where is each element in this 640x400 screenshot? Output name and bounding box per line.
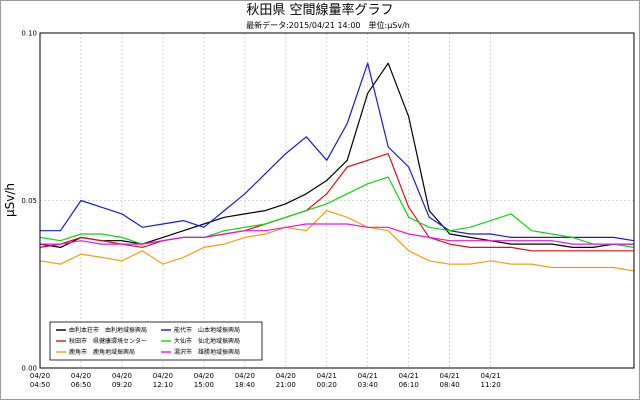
x-tick-time: 06:10	[399, 381, 419, 389]
x-tick-time: 00:20	[317, 381, 337, 389]
x-tick-date: 04/20	[153, 372, 173, 380]
y-tick-label: 0.05	[21, 197, 37, 205]
legend-label: 鹿角市 鹿角地域振興局	[69, 348, 135, 356]
x-tick-time: 12:10	[153, 381, 173, 389]
x-tick-date: 04/20	[276, 372, 296, 380]
x-tick-time: 11:20	[481, 381, 501, 389]
legend-label: 湯沢市 雄勝地域振興局	[174, 348, 240, 356]
x-tick-date: 04/21	[481, 372, 501, 380]
y-axis-label: μSv/h	[3, 183, 17, 217]
chart-subtitle: 最新データ:2015/04/21 14:00 単位:μSv/h	[246, 20, 410, 30]
x-tick-date: 04/20	[30, 372, 50, 380]
series-line	[39, 176, 635, 248]
x-tick-date: 04/21	[440, 372, 460, 380]
series-line	[40, 62, 635, 242]
x-tick-time: 21:00	[276, 381, 296, 389]
x-tick-date: 04/21	[358, 372, 378, 380]
series-lines	[39, 62, 635, 272]
x-tick-time: 08:40	[440, 381, 460, 389]
x-tick-time: 03:40	[358, 381, 378, 389]
y-tick-label: 0.10	[21, 30, 37, 38]
series-line	[39, 153, 634, 252]
legend-label: 由利本荘市 由利地域振興局	[69, 326, 147, 334]
legend-box	[49, 321, 263, 361]
x-tick-date: 04/20	[71, 372, 91, 380]
series-line	[40, 223, 634, 245]
x-tick-time: 04:50	[30, 381, 50, 389]
x-ticks: 04/2004:5004/2006:5004/2009:2004/2012:10…	[30, 372, 501, 389]
series-line	[39, 210, 635, 272]
chart-title: 秋田県 空間線量率グラフ	[246, 2, 393, 18]
legend-label: 大仙市 仙北地域振興局	[174, 337, 240, 345]
legend-label: 秋田市 県健康環境センター	[69, 337, 147, 345]
x-tick-date: 04/21	[399, 372, 419, 380]
x-tick-time: 09:20	[112, 381, 132, 389]
x-tick-time: 15:00	[194, 381, 214, 389]
x-tick-date: 04/20	[194, 372, 214, 380]
x-tick-time: 06:50	[71, 381, 91, 389]
legend-label: 能代市 山本地域振興局	[174, 326, 240, 334]
x-tick-time: 18:40	[235, 381, 255, 389]
y-tick-label: 0.00	[21, 365, 37, 373]
x-tick-date: 04/20	[235, 372, 255, 380]
x-tick-date: 04/20	[112, 372, 132, 380]
x-tick-date: 04/21	[317, 372, 337, 380]
y-ticks: 0.00 0.05 0.10	[21, 30, 37, 373]
plot-border	[39, 32, 635, 369]
